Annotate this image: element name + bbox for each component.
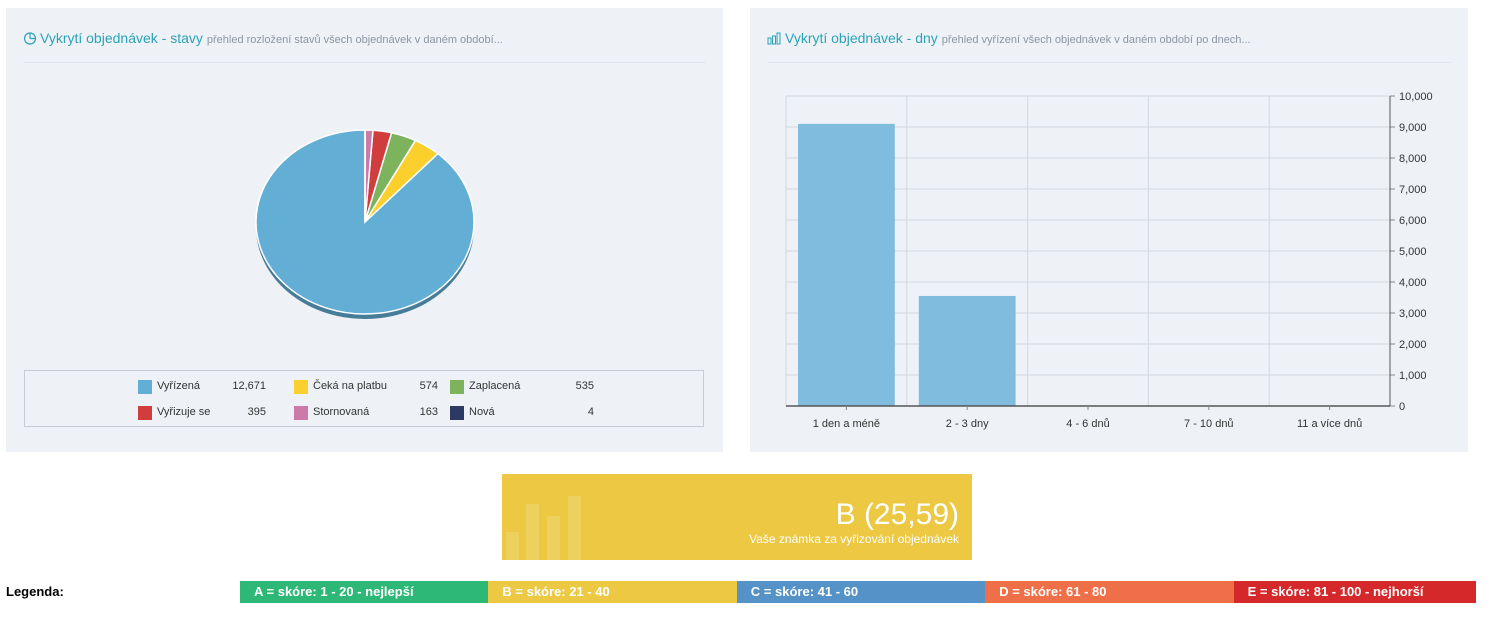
- score-value: B (25,59): [835, 498, 959, 531]
- panel-title-text: Vykrytí objednávek - dny: [785, 30, 938, 46]
- legend-value: 163: [419, 406, 438, 418]
- pie-legend-item[interactable]: Vyřízená 12,671: [138, 379, 266, 395]
- x-tick-label: 2 - 3 dny: [946, 418, 989, 430]
- y-tick-label: 6,000: [1399, 215, 1427, 227]
- legend-label: Stornovaná: [313, 406, 370, 418]
- panel-subtitle: přehled vyřízení všech objednávek v dané…: [941, 34, 1251, 46]
- legend-value: 574: [419, 380, 438, 392]
- grade-a: A = skóre: 1 - 20 - nejlepší: [240, 581, 489, 603]
- legend-label: Vyřizuje se: [157, 406, 211, 418]
- legend-swatch: [294, 406, 308, 420]
- score-label: Vaše známka za vyřizování objednávek: [749, 532, 959, 546]
- y-tick-label: 8,000: [1399, 153, 1427, 165]
- legend-label: Nová: [469, 406, 495, 418]
- y-tick-label: 7,000: [1399, 184, 1427, 196]
- panel-subtitle: přehled rozložení stavů všech objednávek…: [206, 34, 503, 46]
- bar-1[interactable]: [918, 295, 1016, 406]
- legend-label: Vyřízená: [157, 380, 201, 392]
- x-tick-label: 4 - 6 dnů: [1066, 418, 1109, 430]
- y-tick-label: 5,000: [1399, 246, 1427, 258]
- panel-title-text: Vykrytí objednávek - stavy: [40, 30, 203, 46]
- legend-swatch: [450, 380, 464, 394]
- legend-value: 395: [247, 406, 266, 418]
- pie-legend-item[interactable]: Čeká na platbu 574: [294, 379, 438, 395]
- pie-legend: Vyřízená 12,671 Čeká na platbu 574 Zaplacená…: [24, 370, 704, 427]
- bar-0[interactable]: [798, 123, 895, 407]
- y-tick-label: 4,000: [1399, 277, 1427, 289]
- y-tick-label: 0: [1399, 401, 1405, 413]
- pie-legend-item[interactable]: Nová 4: [450, 405, 594, 421]
- legend-label: Čeká na platbu: [313, 380, 387, 392]
- grade-c: C = skóre: 41 - 60: [736, 581, 986, 603]
- x-tick-label: 7 - 10 dnů: [1184, 418, 1234, 430]
- legend-swatch: [450, 406, 464, 420]
- grade-legend-title: Legenda:: [6, 584, 64, 599]
- grade-e: E = skóre: 81 - 100 - nejhorší: [1233, 581, 1476, 603]
- panel-title: Vykrytí objednávek - dny přehled vyřízení…: [767, 30, 1251, 48]
- panel-title: Vykrytí objednávek - stavy přehled rozlož…: [23, 30, 503, 48]
- orders-status-panel: Vykrytí objednávek - stavy přehled rozlož…: [6, 8, 723, 452]
- legend-swatch: [138, 406, 152, 420]
- x-tick-label: 1 den a méně: [813, 418, 880, 430]
- legend-value: 4: [587, 406, 594, 418]
- bar-chart-icon: [767, 31, 782, 48]
- status-pie-chart: [255, 129, 475, 319]
- y-tick-label: 3,000: [1399, 308, 1427, 320]
- orders-days-panel: Vykrytí objednávek - dny přehled vyřízení…: [750, 8, 1468, 452]
- legend-value: 12,671: [232, 380, 266, 392]
- days-bar-chart: 0 1,000 2,000 3,000 4,000 5,000 6,000 7,000 8,00…: [785, 91, 1433, 430]
- legend-value: 535: [575, 380, 594, 392]
- grade-d: D = skóre: 61 - 80: [985, 581, 1234, 603]
- grade-b: B = skóre: 21 - 40: [488, 581, 737, 603]
- pie-legend-item[interactable]: Vyřizuje se 395: [138, 405, 266, 421]
- pie-legend-item[interactable]: Zaplacená 535: [450, 379, 594, 395]
- legend-swatch: [138, 380, 152, 394]
- panel-header: Vykrytí objednávek - dny přehled vyřízení…: [767, 8, 1451, 63]
- pie-legend-item[interactable]: Stornovaná 163: [294, 405, 438, 421]
- x-tick-label: 11 a více dnů: [1297, 418, 1362, 430]
- y-tick-label: 1,000: [1399, 370, 1427, 382]
- y-tick-label: 10,000: [1399, 91, 1433, 103]
- y-tick-label: 2,000: [1399, 339, 1427, 351]
- legend-swatch: [294, 380, 308, 394]
- legend-label: Zaplacená: [469, 380, 521, 392]
- pie-chart-icon: [23, 31, 37, 48]
- panel-header: Vykrytí objednávek - stavy přehled rozlož…: [23, 8, 706, 63]
- decorative-bars-icon: [506, 496, 581, 560]
- y-tick-label: 9,000: [1399, 122, 1427, 134]
- score-card: B (25,59) Vaše známka za vyřizování obje…: [502, 474, 972, 560]
